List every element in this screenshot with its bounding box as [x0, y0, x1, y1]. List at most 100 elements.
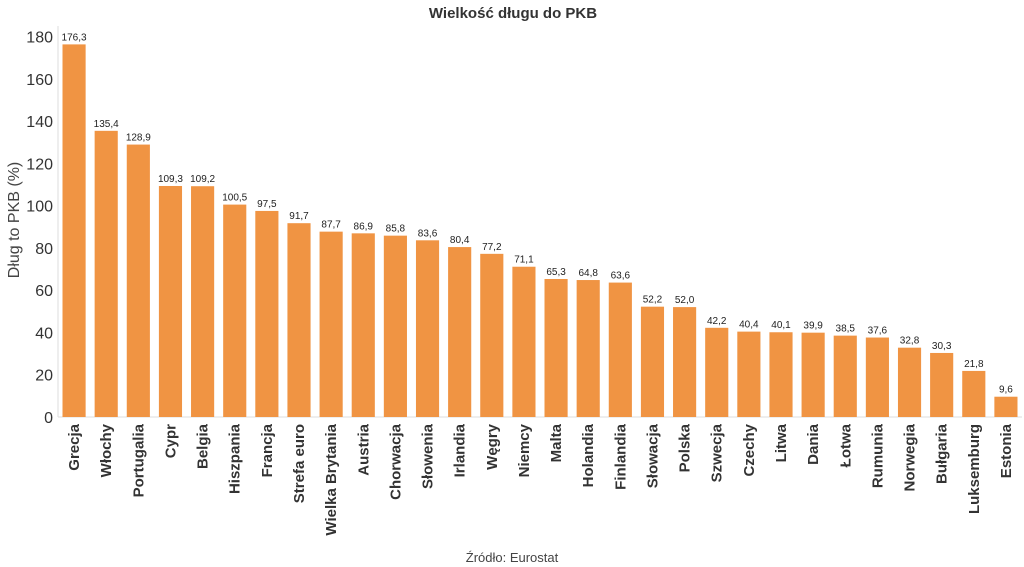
y-tick-label: 40 — [35, 325, 53, 342]
x-tick-label: Norwegia — [902, 423, 919, 491]
bar — [126, 144, 150, 417]
x-tick-label: Dania — [805, 423, 822, 465]
x-tick-label: Wielka Brytania — [323, 423, 340, 535]
data-label: 135,4 — [94, 119, 119, 130]
data-label: 100,5 — [222, 193, 247, 204]
bar — [512, 266, 536, 417]
y-tick-label: 60 — [35, 283, 53, 300]
bar — [994, 396, 1018, 417]
x-tick-label: Niemcy — [516, 423, 533, 477]
data-label: 86,9 — [354, 221, 374, 232]
data-label: 64,8 — [578, 268, 598, 279]
bar — [480, 253, 504, 417]
x-tick-label: Chorwacja — [387, 423, 404, 500]
y-tick-label: 140 — [26, 114, 53, 131]
bar — [801, 332, 825, 417]
data-label: 32,8 — [900, 336, 920, 347]
data-label: 85,8 — [386, 224, 406, 235]
y-tick-label: 100 — [26, 199, 53, 216]
bar — [673, 307, 697, 417]
bar — [351, 233, 375, 417]
x-tick-label: Francja — [259, 423, 276, 477]
data-label: 30,3 — [932, 341, 952, 352]
bar — [930, 352, 954, 417]
y-tick-label: 120 — [26, 156, 53, 173]
y-tick-label: 160 — [26, 72, 53, 89]
x-tick-label: Szwecja — [709, 423, 726, 482]
data-label: 38,5 — [836, 324, 856, 335]
x-tick-label: Hiszpania — [227, 423, 244, 494]
bar — [737, 331, 761, 417]
y-ticks: 0 20 40 60 80 100 120 140 160 180 — [26, 30, 53, 427]
x-tick-label: Włochy — [98, 423, 115, 477]
x-tick-label: Węgry — [484, 423, 501, 470]
data-label: 83,6 — [418, 228, 438, 239]
x-tick-label: Czechy — [741, 423, 758, 476]
bar — [191, 186, 215, 417]
x-tick-label: Luksemburg — [966, 424, 983, 514]
y-tick-label: 20 — [35, 368, 53, 385]
data-label: 77,2 — [482, 242, 502, 253]
chart-title: Wielkość długu do PKB — [429, 5, 597, 22]
x-tick-label: Malta — [548, 423, 565, 462]
bar — [94, 130, 118, 418]
bar — [383, 235, 407, 417]
x-tick-label: Słowenia — [420, 423, 437, 489]
y-tick-label: 0 — [44, 410, 53, 427]
bar — [255, 210, 279, 417]
bar — [769, 332, 793, 417]
bar — [223, 204, 247, 417]
bar — [415, 240, 440, 417]
data-labels: 176,3 135,4 128,9 109,3 109,2 100,5 97,5 91,7 87… — [62, 32, 1014, 395]
data-label: 91,7 — [289, 211, 309, 222]
data-label: 21,8 — [964, 359, 984, 370]
bar — [576, 280, 600, 417]
bar — [640, 306, 665, 417]
x-tick-label: Litwa — [773, 423, 790, 462]
x-tick-label: Finlandia — [612, 423, 629, 489]
x-tick-label: Austria — [355, 423, 372, 475]
bar — [62, 44, 86, 417]
bar — [833, 335, 857, 417]
x-tick-label: Bułgaria — [934, 423, 951, 484]
bar — [865, 337, 889, 417]
bar — [544, 278, 568, 417]
x-tick-label: Słowacja — [644, 423, 661, 488]
data-label: 52,2 — [643, 295, 663, 306]
x-tick-label: Belgia — [195, 423, 212, 469]
data-label: 109,2 — [190, 174, 215, 185]
x-ticks: Grecja Włochy Portugalia Cypr Belgia Hiszpani… — [66, 423, 1015, 535]
bar — [897, 347, 922, 417]
data-label: 97,5 — [257, 199, 277, 210]
data-label: 109,3 — [158, 174, 183, 185]
data-label: 176,3 — [62, 32, 87, 43]
bar — [448, 247, 472, 417]
data-label: 65,3 — [546, 267, 566, 278]
data-label: 9,6 — [999, 385, 1013, 396]
x-tick-label: Polska — [677, 423, 694, 472]
data-label: 71,1 — [514, 255, 534, 266]
data-label: 40,1 — [771, 320, 791, 331]
x-tick-label: Strefa euro — [291, 424, 308, 503]
x-tick-label: Grecja — [66, 423, 83, 470]
bar — [158, 185, 183, 417]
data-label: 87,7 — [321, 220, 341, 231]
data-label: 40,4 — [739, 320, 759, 331]
x-tick-label: Łotwa — [837, 423, 854, 467]
bar — [705, 327, 729, 417]
data-label: 52,0 — [675, 295, 695, 306]
bar — [962, 370, 986, 417]
data-label: 37,6 — [868, 326, 888, 337]
y-axis-label: Dług to PKB (%) — [6, 162, 23, 278]
data-label: 42,2 — [707, 316, 727, 327]
data-label: 63,6 — [611, 271, 631, 282]
source-note: Źródło: Eurostat — [466, 550, 559, 565]
y-tick-label: 180 — [26, 30, 53, 47]
x-tick-label: Rumunia — [869, 423, 886, 488]
data-label: 128,9 — [126, 133, 151, 144]
x-tick-label: Holandia — [580, 423, 597, 487]
x-tick-label: Portugalia — [130, 423, 147, 497]
bars — [62, 44, 1018, 418]
y-tick-label: 80 — [35, 241, 53, 258]
